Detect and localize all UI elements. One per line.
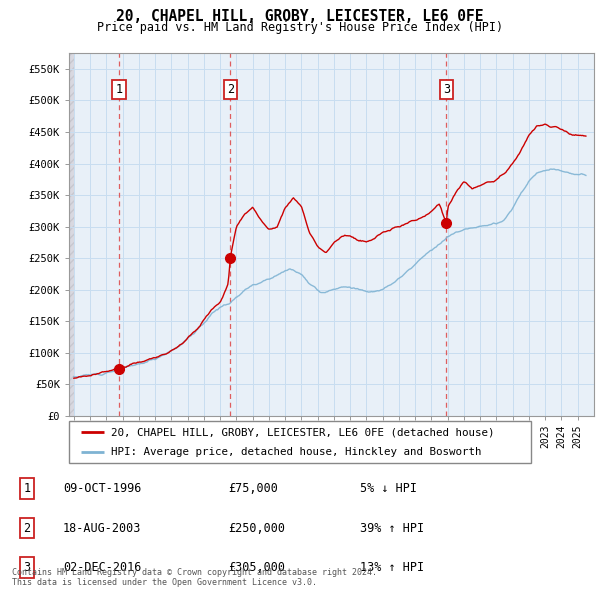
Bar bbox=[69, 53, 74, 416]
Text: 13% ↑ HPI: 13% ↑ HPI bbox=[360, 561, 424, 574]
Text: 2: 2 bbox=[23, 522, 31, 535]
Text: Price paid vs. HM Land Registry's House Price Index (HPI): Price paid vs. HM Land Registry's House … bbox=[97, 21, 503, 34]
Text: £75,000: £75,000 bbox=[228, 482, 278, 495]
Text: 09-OCT-1996: 09-OCT-1996 bbox=[63, 482, 142, 495]
Text: 18-AUG-2003: 18-AUG-2003 bbox=[63, 522, 142, 535]
Text: 3: 3 bbox=[23, 561, 31, 574]
Text: 20, CHAPEL HILL, GROBY, LEICESTER, LE6 0FE (detached house): 20, CHAPEL HILL, GROBY, LEICESTER, LE6 0… bbox=[110, 427, 494, 437]
Text: £305,000: £305,000 bbox=[228, 561, 285, 574]
Text: 20, CHAPEL HILL, GROBY, LEICESTER, LE6 0FE: 20, CHAPEL HILL, GROBY, LEICESTER, LE6 0… bbox=[116, 9, 484, 24]
Text: 1: 1 bbox=[115, 83, 122, 96]
Text: 5% ↓ HPI: 5% ↓ HPI bbox=[360, 482, 417, 495]
Text: 3: 3 bbox=[443, 83, 450, 96]
Text: 2: 2 bbox=[227, 83, 234, 96]
Text: 39% ↑ HPI: 39% ↑ HPI bbox=[360, 522, 424, 535]
Text: 02-DEC-2016: 02-DEC-2016 bbox=[63, 561, 142, 574]
Text: £250,000: £250,000 bbox=[228, 522, 285, 535]
Text: HPI: Average price, detached house, Hinckley and Bosworth: HPI: Average price, detached house, Hinc… bbox=[110, 447, 481, 457]
Text: 1: 1 bbox=[23, 482, 31, 495]
Text: Contains HM Land Registry data © Crown copyright and database right 2024.
This d: Contains HM Land Registry data © Crown c… bbox=[12, 568, 377, 587]
